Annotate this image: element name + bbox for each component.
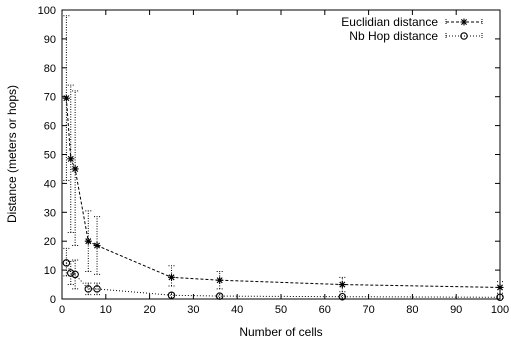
x-tick-label: 80 xyxy=(406,304,418,316)
asterisk-marker xyxy=(84,237,92,245)
plot-frame xyxy=(61,9,501,300)
y-tick-label: 0 xyxy=(50,294,56,306)
error-bars xyxy=(63,15,503,299)
x-tick-label: 50 xyxy=(275,304,287,316)
x-tick-label: 90 xyxy=(450,304,462,316)
y-tick-label: 10 xyxy=(44,265,56,277)
y-tick-label: 30 xyxy=(44,207,56,219)
y-tick-label: 100 xyxy=(38,5,56,17)
y-tick-label: 80 xyxy=(44,63,56,75)
x-tick-label: 30 xyxy=(187,304,199,316)
circle-marker xyxy=(167,291,176,299)
circle-marker xyxy=(93,285,101,293)
x-tick-label: 10 xyxy=(100,304,112,316)
circle-marker xyxy=(67,269,75,277)
asterisk-marker xyxy=(496,283,504,291)
asterisk-marker xyxy=(338,281,346,289)
series-lines xyxy=(65,98,501,298)
asterisk-marker xyxy=(62,94,70,102)
legend-label: Nb Hop distance xyxy=(349,29,438,43)
series-line xyxy=(65,98,501,288)
y-tick-label: 20 xyxy=(44,236,56,248)
circle-marker xyxy=(496,293,504,302)
circle-marker xyxy=(215,292,224,300)
asterisk-marker xyxy=(168,273,175,281)
x-tick-label: 40 xyxy=(231,304,243,316)
asterisk-marker xyxy=(67,155,75,163)
x-tick-label: 70 xyxy=(362,304,374,316)
circle-marker xyxy=(84,285,93,293)
x-tick-label: 0 xyxy=(59,304,65,316)
y-tick-label: 70 xyxy=(44,92,56,104)
y-tick-label: 60 xyxy=(44,121,56,133)
y-tick-label: 90 xyxy=(44,34,56,46)
circle-marker xyxy=(460,32,468,40)
asterisk-marker xyxy=(71,165,79,173)
circle-marker xyxy=(338,292,347,301)
series-markers xyxy=(62,94,504,302)
y-axis-label: Distance (meters or hops) xyxy=(5,85,19,223)
series-line xyxy=(65,262,501,298)
y-tick-label: 40 xyxy=(44,178,56,190)
asterisk-marker xyxy=(460,18,468,26)
x-tick-label: 60 xyxy=(319,304,331,316)
asterisk-marker xyxy=(93,242,101,250)
y-tick-label: 50 xyxy=(44,150,56,162)
x-tick-label: 100 xyxy=(491,304,509,316)
asterisk-marker xyxy=(216,276,224,284)
circle-marker xyxy=(62,259,71,267)
x-axis-label: Number of cells xyxy=(239,325,322,339)
axis-ticks: 0 10 20 30 40 50 60 70 80 90 100 0 10 20 30 40 50 60 70 80 9… xyxy=(38,5,510,316)
legend-label: Euclidian distance xyxy=(341,15,438,29)
circle-marker xyxy=(71,270,79,279)
x-tick-label: 20 xyxy=(143,304,155,316)
